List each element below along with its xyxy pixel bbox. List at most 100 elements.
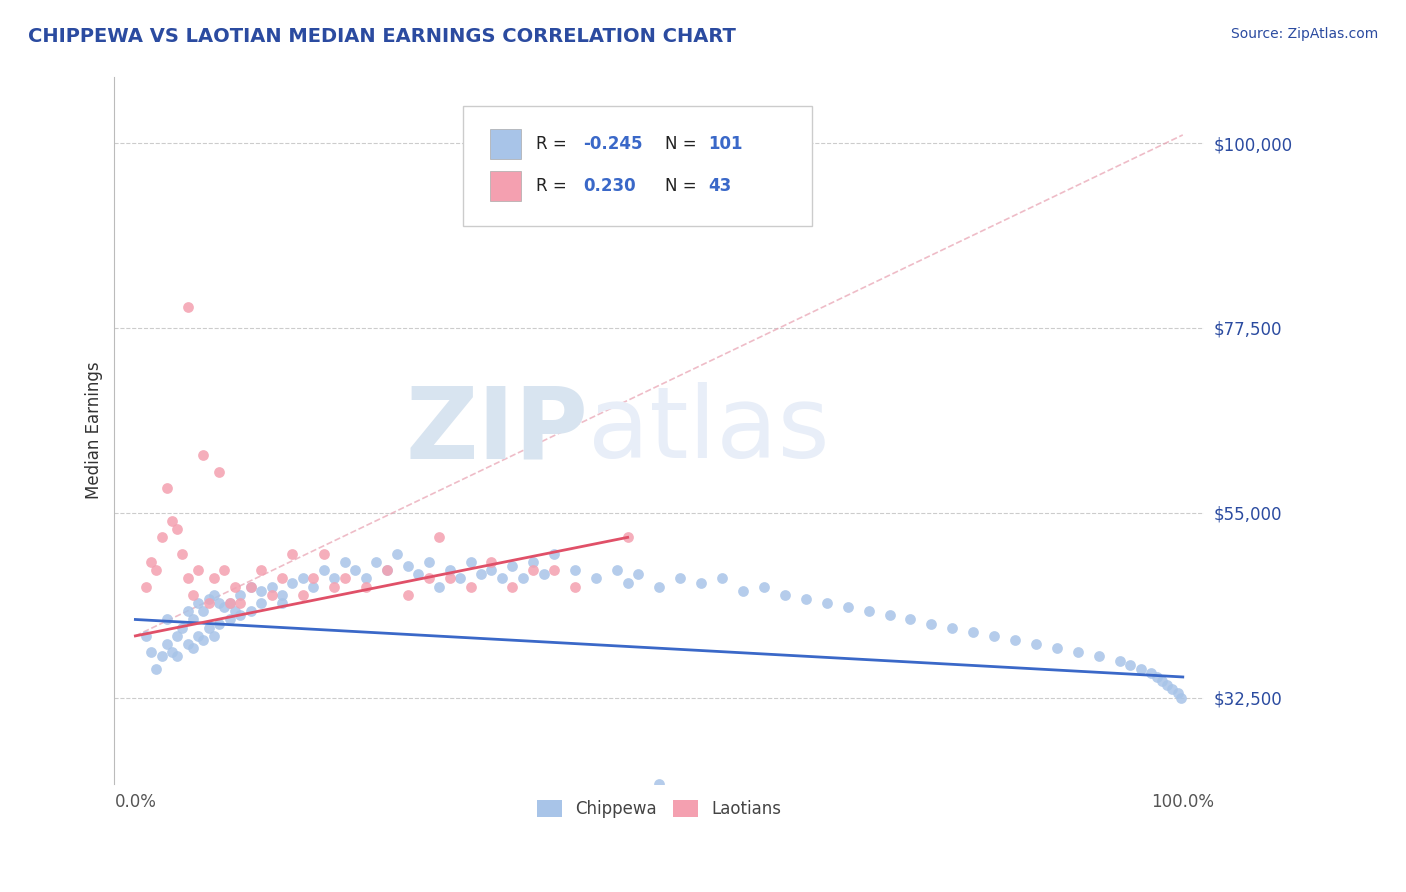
Point bbox=[983, 629, 1005, 643]
FancyBboxPatch shape bbox=[463, 105, 811, 226]
Point bbox=[449, 571, 471, 585]
Point bbox=[239, 580, 262, 594]
Point bbox=[439, 571, 461, 585]
Point bbox=[271, 588, 294, 602]
Point bbox=[962, 624, 984, 639]
Point bbox=[1150, 674, 1173, 689]
Point bbox=[197, 591, 219, 606]
Text: N =: N = bbox=[665, 135, 702, 153]
Point bbox=[208, 596, 231, 610]
Text: 43: 43 bbox=[709, 178, 731, 195]
Point bbox=[291, 571, 314, 585]
Point bbox=[150, 530, 173, 544]
Point bbox=[218, 596, 240, 610]
Point bbox=[229, 608, 252, 623]
Point bbox=[418, 555, 440, 569]
Point bbox=[375, 563, 398, 577]
Point bbox=[1067, 645, 1090, 659]
Point bbox=[135, 629, 157, 643]
Point bbox=[837, 600, 859, 615]
Point bbox=[396, 559, 419, 574]
Point bbox=[281, 575, 304, 590]
Point bbox=[172, 621, 194, 635]
Point bbox=[333, 555, 356, 569]
Point bbox=[533, 567, 555, 582]
Y-axis label: Median Earnings: Median Earnings bbox=[86, 362, 103, 500]
Point bbox=[187, 629, 209, 643]
Point bbox=[522, 555, 544, 569]
Point bbox=[197, 621, 219, 635]
Text: Source: ZipAtlas.com: Source: ZipAtlas.com bbox=[1230, 27, 1378, 41]
Point bbox=[166, 629, 188, 643]
Point bbox=[1140, 665, 1163, 680]
Point bbox=[481, 563, 503, 577]
Point bbox=[879, 608, 901, 623]
Point bbox=[1170, 690, 1192, 705]
Point bbox=[181, 641, 204, 656]
Point bbox=[460, 580, 482, 594]
Point bbox=[1161, 682, 1184, 697]
Point bbox=[139, 555, 162, 569]
Point bbox=[177, 637, 200, 651]
Point bbox=[302, 580, 325, 594]
Point bbox=[214, 600, 236, 615]
Text: R =: R = bbox=[536, 178, 578, 195]
Point bbox=[177, 301, 200, 315]
Point bbox=[920, 616, 942, 631]
Point bbox=[648, 777, 671, 791]
Point bbox=[354, 580, 377, 594]
Point bbox=[239, 604, 262, 618]
Text: N =: N = bbox=[665, 178, 702, 195]
Point bbox=[229, 588, 252, 602]
Point bbox=[375, 563, 398, 577]
Point bbox=[135, 580, 157, 594]
Point bbox=[815, 596, 838, 610]
Point bbox=[418, 571, 440, 585]
Point bbox=[354, 571, 377, 585]
Point bbox=[396, 588, 419, 602]
Point bbox=[224, 580, 246, 594]
Point bbox=[427, 580, 450, 594]
Point bbox=[470, 567, 492, 582]
Point bbox=[202, 629, 225, 643]
Point bbox=[543, 547, 565, 561]
Point bbox=[344, 563, 367, 577]
Point bbox=[139, 645, 162, 659]
Point bbox=[1109, 654, 1132, 668]
Point bbox=[543, 563, 565, 577]
Point bbox=[512, 571, 534, 585]
Text: atlas: atlas bbox=[588, 382, 830, 479]
Text: 0.230: 0.230 bbox=[583, 178, 636, 195]
Point bbox=[460, 555, 482, 569]
Point bbox=[585, 571, 607, 585]
Point bbox=[1004, 633, 1026, 648]
Point bbox=[250, 596, 273, 610]
Point bbox=[1156, 678, 1178, 692]
Point bbox=[218, 612, 240, 626]
Point bbox=[218, 596, 240, 610]
Point bbox=[794, 591, 817, 606]
Point bbox=[145, 563, 167, 577]
Point bbox=[193, 633, 215, 648]
Legend: Chippewa, Laotians: Chippewa, Laotians bbox=[530, 793, 789, 825]
Point bbox=[387, 547, 409, 561]
Point bbox=[323, 580, 346, 594]
Bar bbox=[491, 129, 520, 159]
Point bbox=[312, 547, 335, 561]
Text: 101: 101 bbox=[709, 135, 742, 153]
Point bbox=[156, 612, 179, 626]
Point bbox=[501, 559, 523, 574]
Point bbox=[1046, 641, 1069, 656]
Point bbox=[197, 596, 219, 610]
Point bbox=[208, 465, 231, 479]
Point bbox=[166, 522, 188, 536]
Point bbox=[291, 588, 314, 602]
Point bbox=[187, 563, 209, 577]
Point bbox=[156, 637, 179, 651]
Point bbox=[616, 530, 638, 544]
Point bbox=[312, 563, 335, 577]
Point bbox=[160, 514, 183, 528]
Point bbox=[214, 563, 236, 577]
Point bbox=[1146, 670, 1168, 684]
Point bbox=[145, 662, 167, 676]
